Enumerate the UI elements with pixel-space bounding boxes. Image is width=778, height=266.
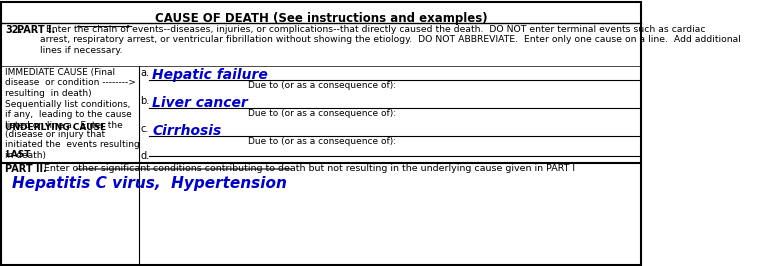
Text: b.: b. — [141, 96, 149, 106]
FancyBboxPatch shape — [1, 2, 641, 265]
Text: PART I.: PART I. — [16, 25, 54, 35]
Text: Hepatitis C virus,  Hypertension: Hepatitis C virus, Hypertension — [12, 176, 286, 191]
Text: d.: d. — [141, 151, 149, 161]
Text: Sequentially list conditions,
if any,  leading to the cause
listed on line a.  E: Sequentially list conditions, if any, le… — [5, 100, 131, 130]
Text: 32.: 32. — [5, 25, 23, 35]
Text: UNDERLYING CAUSE: UNDERLYING CAUSE — [5, 123, 106, 132]
Text: (disease or injury that
initiated the  events resulting
in death): (disease or injury that initiated the ev… — [5, 130, 140, 160]
Text: PART II.: PART II. — [5, 164, 47, 174]
Text: Liver cancer: Liver cancer — [152, 96, 247, 110]
Text: CAUSE OF DEATH (See instructions and examples): CAUSE OF DEATH (See instructions and exa… — [155, 12, 488, 25]
Text: IMMEDIATE CAUSE (Final
disease  or condition -------->
resulting  in death): IMMEDIATE CAUSE (Final disease or condit… — [5, 68, 136, 98]
Text: LAST: LAST — [5, 150, 30, 159]
Text: a.: a. — [141, 68, 149, 78]
Text: Hepatic failure: Hepatic failure — [152, 68, 268, 82]
Text: Enter other significant conditions contributing to death but not resulting in th: Enter other significant conditions contr… — [38, 164, 575, 173]
Text: Enter the chain of events--diseases, injuries, or complications--that directly c: Enter the chain of events--diseases, inj… — [40, 25, 741, 55]
Text: c.: c. — [141, 124, 149, 134]
Text: Due to (or as a consequence of):: Due to (or as a consequence of): — [248, 137, 396, 146]
Text: Cirrhosis: Cirrhosis — [152, 124, 221, 138]
Text: Due to (or as a consequence of):: Due to (or as a consequence of): — [248, 109, 396, 118]
Text: Due to (or as a consequence of):: Due to (or as a consequence of): — [248, 81, 396, 90]
